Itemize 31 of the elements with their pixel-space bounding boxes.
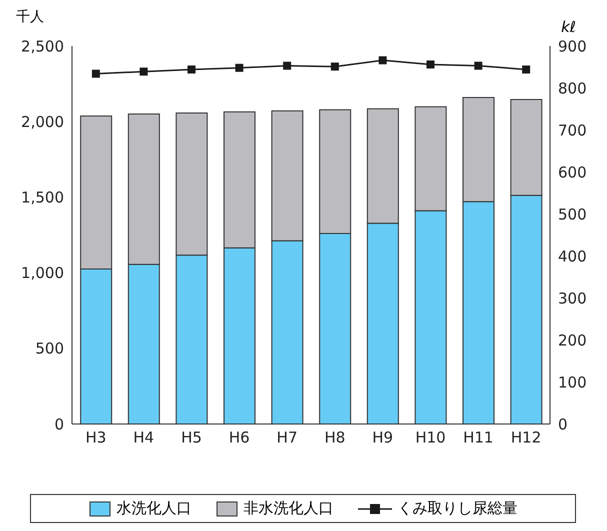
y2-tick-label: 700: [558, 121, 587, 140]
y-tick-label: 2,500: [21, 37, 64, 56]
x-tick-label: H6: [228, 428, 250, 447]
x-tick-label: H12: [510, 428, 542, 447]
y2-axis-title: kℓ: [561, 18, 576, 36]
x-tick-label: H7: [276, 428, 298, 447]
y-tick-label: 1,000: [21, 264, 64, 282]
legend-label: くみ取りし尿総量: [398, 499, 518, 518]
legend-label: 非水洗化人口: [244, 499, 334, 518]
y2-tick-label: 600: [558, 163, 587, 182]
legend-label: 水洗化人口: [116, 499, 192, 518]
y-tick-label: 0: [54, 415, 64, 434]
y2-tick-label: 0: [558, 415, 568, 434]
y-tick-label: 1,500: [21, 188, 64, 207]
y2-tick-label: 100: [558, 373, 587, 392]
x-tick-label: H3: [85, 428, 106, 447]
x-tick-label: H4: [133, 428, 154, 447]
x-tick-label: H10: [415, 428, 446, 447]
y-tick-label: 2,000: [21, 112, 64, 131]
x-tick-label: H8: [324, 428, 346, 447]
x-tick-label: H9: [372, 428, 394, 447]
y2-tick-label: 400: [558, 247, 587, 266]
y-tick-label: 500: [35, 340, 64, 358]
y2-tick-label: 300: [558, 289, 587, 308]
y-axis-title: 千人: [16, 8, 44, 26]
x-tick-label: H11: [463, 428, 494, 447]
x-tick-label: H5: [181, 428, 202, 447]
y2-tick-label: 900: [558, 37, 587, 56]
y2-tick-label: 800: [558, 79, 587, 98]
y2-tick-label: 500: [558, 205, 587, 224]
y2-tick-label: 200: [558, 331, 587, 350]
